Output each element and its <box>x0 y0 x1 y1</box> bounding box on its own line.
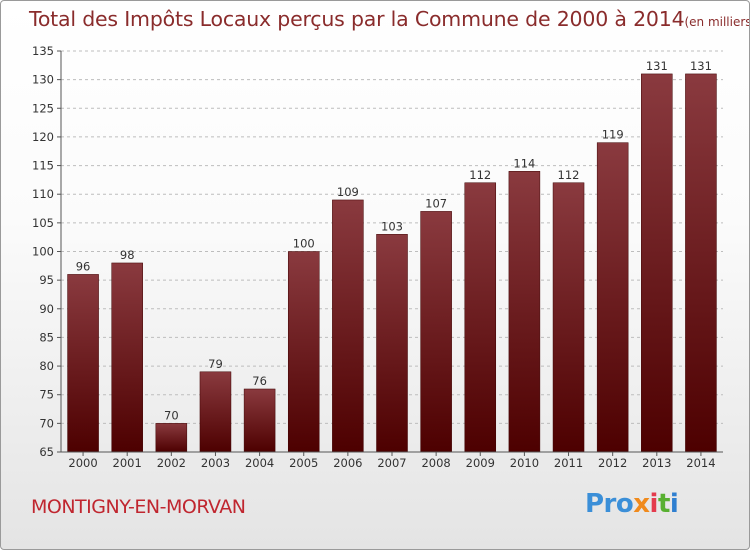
value-label: 96 <box>76 259 91 273</box>
value-label: 103 <box>381 219 403 233</box>
x-tick-label: 2003 <box>201 456 230 470</box>
y-tick-label: 80 <box>39 359 54 373</box>
chart-title-unit: (en milliers d'€) <box>684 15 750 29</box>
x-tick-label: 2002 <box>157 456 186 470</box>
bar-2010 <box>508 171 541 453</box>
bar-2007 <box>376 234 408 453</box>
x-tick-label: 2004 <box>245 456 274 470</box>
commune-name: MONTIGNY-EN-MORVAN <box>31 496 246 518</box>
y-tick-label: 85 <box>39 330 54 344</box>
logo-part-4: t <box>657 489 670 519</box>
value-label: 131 <box>646 59 668 73</box>
value-label: 112 <box>558 168 580 182</box>
y-tick-label: 110 <box>32 187 54 201</box>
bar-2001 <box>111 262 143 453</box>
x-tick-label: 2010 <box>510 456 539 470</box>
bar-2009 <box>464 182 497 453</box>
bar-2000 <box>67 274 99 453</box>
chart-title-text: Total des Impôts Locaux perçus par la Co… <box>29 7 685 31</box>
value-label: 79 <box>208 357 223 371</box>
bar-2011 <box>552 182 585 453</box>
value-label: 112 <box>469 168 491 182</box>
x-tick-label: 2012 <box>598 456 627 470</box>
y-tick-label: 105 <box>32 216 54 230</box>
bars: 96 98 70 79 76 100 109 103 107 112 114 112 119 131 131 <box>67 59 717 453</box>
value-label: 114 <box>513 156 535 170</box>
y-tick-label: 90 <box>39 302 54 316</box>
value-label: 100 <box>293 237 315 251</box>
value-label: 76 <box>252 374 267 388</box>
bar-2006 <box>332 199 364 453</box>
y-tick-label: 125 <box>32 101 54 115</box>
x-tick-label: 2013 <box>642 456 671 470</box>
axes: 65 70 75 80 85 90 95 100 105 110 115 120 125 130 135 20… <box>32 44 723 470</box>
x-tick-label: 2008 <box>421 456 450 470</box>
y-tick-label: 75 <box>39 388 54 402</box>
x-tick-label: 2009 <box>466 456 495 470</box>
chart-title: Total des Impôts Locaux perçus par la Co… <box>29 7 750 31</box>
value-label: 98 <box>120 248 135 262</box>
bar-2003 <box>199 371 232 453</box>
y-tick-label: 135 <box>32 44 54 58</box>
bar-2005 <box>287 251 320 453</box>
bar-2008 <box>420 211 452 453</box>
proxiti-logo[interactable]: Proxiti <box>585 489 679 519</box>
x-tick-label: 2005 <box>289 456 318 470</box>
value-label: 107 <box>425 196 447 210</box>
logo-part-1: Pro <box>585 489 634 519</box>
x-tick-label: 2011 <box>554 456 583 470</box>
y-tick-label: 120 <box>32 130 54 144</box>
x-tick-label: 2006 <box>333 456 362 470</box>
x-tick-label: 2007 <box>377 456 406 470</box>
y-tick-label: 70 <box>39 416 54 430</box>
logo-part-5: i <box>669 489 679 519</box>
value-label: 109 <box>337 185 359 199</box>
x-tick-label: 2001 <box>113 456 142 470</box>
y-tick-label: 115 <box>32 159 54 173</box>
logo-part-3: i <box>649 489 659 519</box>
y-tick-label: 95 <box>39 273 54 287</box>
y-tick-label: 100 <box>32 245 54 259</box>
bar-2014 <box>685 73 717 453</box>
bar-2013 <box>641 73 673 453</box>
value-label: 119 <box>602 128 624 142</box>
bar-2004 <box>243 388 276 453</box>
x-tick-label: 2014 <box>686 456 715 470</box>
bar-2002 <box>155 423 188 453</box>
y-tick-label: 65 <box>39 445 54 459</box>
x-tick-label: 2000 <box>68 456 97 470</box>
y-tick-label: 130 <box>32 73 54 87</box>
logo-part-2: x <box>633 489 650 519</box>
value-label: 131 <box>690 59 712 73</box>
bar-2012 <box>596 142 629 453</box>
value-label: 70 <box>164 408 179 422</box>
